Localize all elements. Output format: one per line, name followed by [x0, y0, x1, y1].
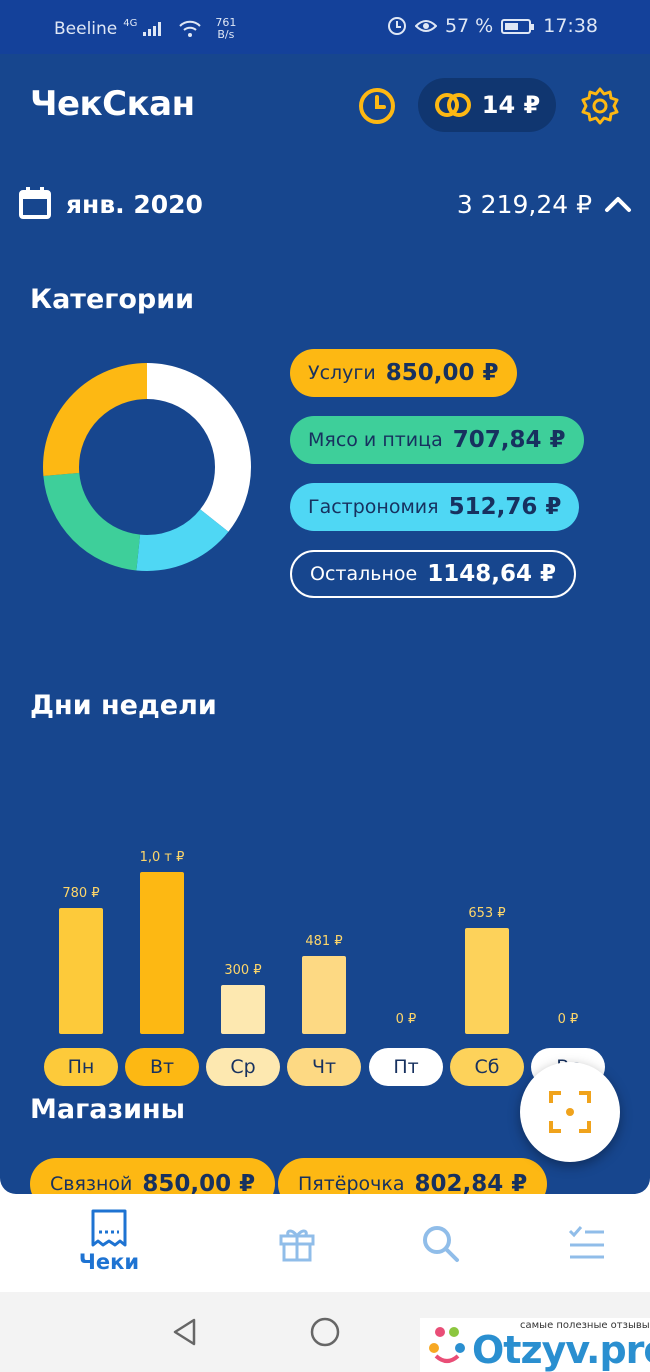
calendar-icon — [19, 187, 51, 219]
app-title: ЧекСкан — [30, 84, 195, 124]
checklist-icon — [568, 1226, 604, 1259]
settings-gear-icon[interactable] — [580, 86, 620, 126]
store-pill-pyaterochka[interactable]: Пятёрочка 802,84 ₽ — [278, 1158, 548, 1194]
bar-value-label: 1,0 т ₽ — [139, 850, 185, 865]
category-name: Услуги — [308, 362, 376, 384]
donut-slice-services[interactable] — [43, 363, 251, 571]
main-content[interactable]: ЧекСкан 14 ₽ — [0, 54, 650, 1194]
weekday-bar-chart: 780 ₽ Пн 1,0 т ₽ Вт 300 ₽ Ср 481 ₽ Чт 0 ₽ Пт 653 ₽… — [0, 784, 650, 1086]
weekdays-title: Дни недели — [30, 690, 217, 721]
bar-value-label: 653 ₽ — [468, 906, 506, 922]
watermark-tagline: самые полезные отзывы — [520, 1320, 650, 1331]
day-pill[interactable]: Чт — [287, 1048, 361, 1086]
bar-value-label: 780 ₽ — [62, 885, 100, 901]
category-value: 707,84 ₽ — [452, 427, 566, 453]
category-value: 1148,64 ₽ — [427, 561, 556, 587]
category-pill-gastronomy[interactable]: Гастрономия 512,76 ₽ — [290, 483, 580, 531]
donut-slice-gastronomy[interactable] — [43, 363, 251, 571]
gift-icon — [279, 1229, 315, 1262]
search-icon — [423, 1226, 459, 1262]
bar-value-label: 0 ₽ — [395, 1012, 417, 1027]
category-value: 512,76 ₽ — [448, 494, 562, 520]
speed-value: 761 — [215, 16, 237, 29]
home-icon[interactable] — [309, 1316, 341, 1348]
store-pill-svyaznoy[interactable]: Связной 850,00 ₽ — [30, 1158, 276, 1194]
category-name: Гастрономия — [308, 496, 439, 518]
watermark-brand: Otzyv.pro — [472, 1328, 650, 1372]
speed-unit: B/s — [217, 28, 235, 41]
category-value: 850,00 ₽ — [385, 360, 499, 386]
store-value: 850,00 ₽ — [142, 1171, 256, 1194]
battery-icon — [501, 18, 535, 34]
carrier-name: Beeline — [54, 19, 118, 39]
scan-receipt-button[interactable] — [520, 1062, 620, 1162]
nav-tab-gifts[interactable] — [216, 1194, 378, 1292]
categories-donut-chart[interactable] — [42, 362, 252, 572]
category-pill-services[interactable]: Услуги 850,00 ₽ — [290, 349, 517, 397]
net-type: 4G — [123, 17, 138, 29]
clock: 17:38 — [543, 15, 598, 37]
status-bar: Beeline 4G 761 B/s 57 % — [0, 0, 650, 54]
bar-2[interactable] — [140, 872, 184, 1034]
day-pill[interactable]: Пт — [369, 1048, 443, 1086]
category-pill-other[interactable]: Остальное 1148,64 ₽ — [290, 550, 576, 598]
data-saver-icon — [387, 17, 406, 35]
bar-1[interactable] — [59, 907, 103, 1034]
chevron-up-icon[interactable] — [604, 194, 632, 214]
scan-frame-icon — [549, 1091, 591, 1133]
back-icon[interactable] — [170, 1317, 200, 1347]
nav-tab-search[interactable] — [360, 1194, 522, 1292]
coins-amount: 14 ₽ — [481, 91, 541, 119]
receipt-icon — [91, 1209, 127, 1247]
nav-tab-lists[interactable] — [506, 1194, 650, 1292]
store-name: Связной — [50, 1173, 133, 1194]
signal-icon — [143, 22, 162, 36]
bar-value-label: 481 ₽ — [305, 934, 343, 950]
store-value: 802,84 ₽ — [414, 1171, 528, 1194]
store-name: Пятёрочка — [298, 1173, 405, 1194]
nav-tab-receipts[interactable]: Чеки — [28, 1194, 190, 1292]
category-name: Мясо и птица — [308, 429, 443, 451]
month-total: 3 219,24 ₽ — [456, 190, 592, 219]
net-speed: 761 B/s — [215, 17, 236, 41]
category-pill-meat[interactable]: Мясо и птица 707,84 ₽ — [290, 416, 584, 464]
bar-3[interactable] — [221, 985, 265, 1034]
watermark: самые полезные отзывы Otzyv.pro — [420, 1318, 650, 1372]
coins-balance-button[interactable]: 14 ₽ — [418, 78, 556, 132]
period-selector[interactable]: янв. 2020 3 219,24 ₽ — [0, 184, 650, 228]
day-pill[interactable]: Сб — [450, 1048, 524, 1086]
battery-percent: 57 % — [444, 15, 494, 37]
bottom-navigation: Чеки — [0, 1194, 650, 1292]
bar-value-label: 300 ₽ — [224, 963, 262, 979]
category-name: Остальное — [310, 563, 418, 585]
month-label: янв. 2020 — [66, 190, 203, 219]
history-clock-icon[interactable] — [357, 86, 397, 126]
day-pill[interactable]: Ср — [206, 1048, 280, 1086]
bar-value-label: 0 ₽ — [557, 1012, 579, 1027]
bar-6[interactable] — [465, 928, 509, 1034]
app-bar: ЧекСкан 14 ₽ — [0, 54, 650, 154]
watermark-logo-icon — [429, 1327, 465, 1363]
day-pill[interactable]: Вт — [125, 1048, 199, 1086]
nav-label-receipts: Чеки — [78, 1250, 140, 1274]
wifi-icon — [179, 20, 202, 37]
stores-title: Магазины — [30, 1094, 186, 1125]
eye-comfort-icon — [414, 20, 437, 32]
categories-title: Категории — [30, 284, 195, 315]
day-pill[interactable]: Пн — [44, 1048, 118, 1086]
coins-icon — [434, 93, 471, 117]
bar-4[interactable] — [302, 956, 346, 1034]
